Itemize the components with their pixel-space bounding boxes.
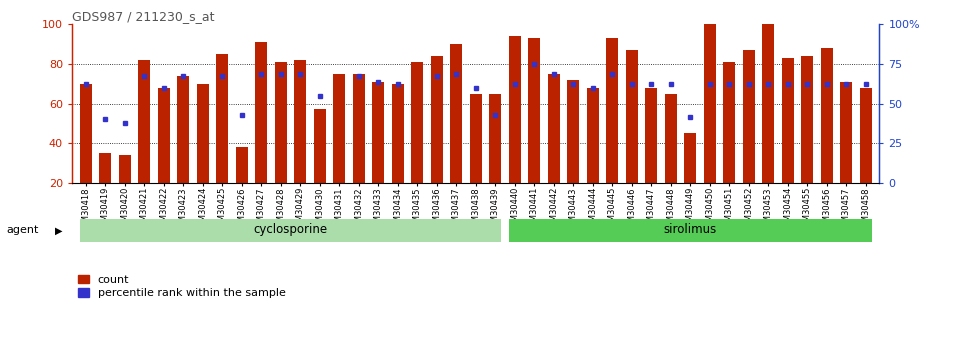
Bar <box>587 88 599 183</box>
Bar <box>80 84 91 183</box>
Bar <box>178 76 189 183</box>
Bar <box>333 74 345 183</box>
Bar <box>821 48 832 183</box>
Bar <box>235 147 248 183</box>
Bar <box>256 42 267 183</box>
Text: ▶: ▶ <box>55 225 62 235</box>
Bar <box>216 54 228 183</box>
Bar <box>684 133 696 183</box>
Bar <box>606 38 618 183</box>
Bar <box>197 84 209 183</box>
Bar <box>860 88 872 183</box>
Legend: count, percentile rank within the sample: count, percentile rank within the sample <box>78 275 285 298</box>
Bar <box>665 93 677 183</box>
Text: cyclosporine: cyclosporine <box>254 223 328 236</box>
Bar <box>372 82 384 183</box>
FancyBboxPatch shape <box>508 219 872 242</box>
Bar <box>99 153 111 183</box>
Bar <box>548 74 559 183</box>
Bar <box>801 56 813 183</box>
Bar <box>314 109 326 183</box>
Bar <box>743 50 754 183</box>
Bar <box>119 155 131 183</box>
Bar <box>508 36 521 183</box>
Bar <box>703 24 716 183</box>
Bar <box>353 74 364 183</box>
Bar <box>138 60 150 183</box>
Bar <box>626 50 637 183</box>
FancyBboxPatch shape <box>80 219 501 242</box>
Bar <box>158 88 169 183</box>
Bar <box>451 44 462 183</box>
Bar <box>529 38 540 183</box>
Text: sirolimus: sirolimus <box>663 223 717 236</box>
Bar <box>489 93 501 183</box>
Bar <box>431 56 443 183</box>
Bar <box>567 80 579 183</box>
Bar <box>411 62 423 183</box>
Bar <box>646 88 657 183</box>
Bar <box>294 60 306 183</box>
Text: agent: agent <box>7 225 39 235</box>
Bar <box>724 62 735 183</box>
Bar <box>762 24 774 183</box>
Bar <box>470 93 481 183</box>
Bar <box>782 58 794 183</box>
Bar <box>275 62 286 183</box>
Text: GDS987 / 211230_s_at: GDS987 / 211230_s_at <box>72 10 214 23</box>
Bar <box>392 84 404 183</box>
Bar <box>840 82 852 183</box>
